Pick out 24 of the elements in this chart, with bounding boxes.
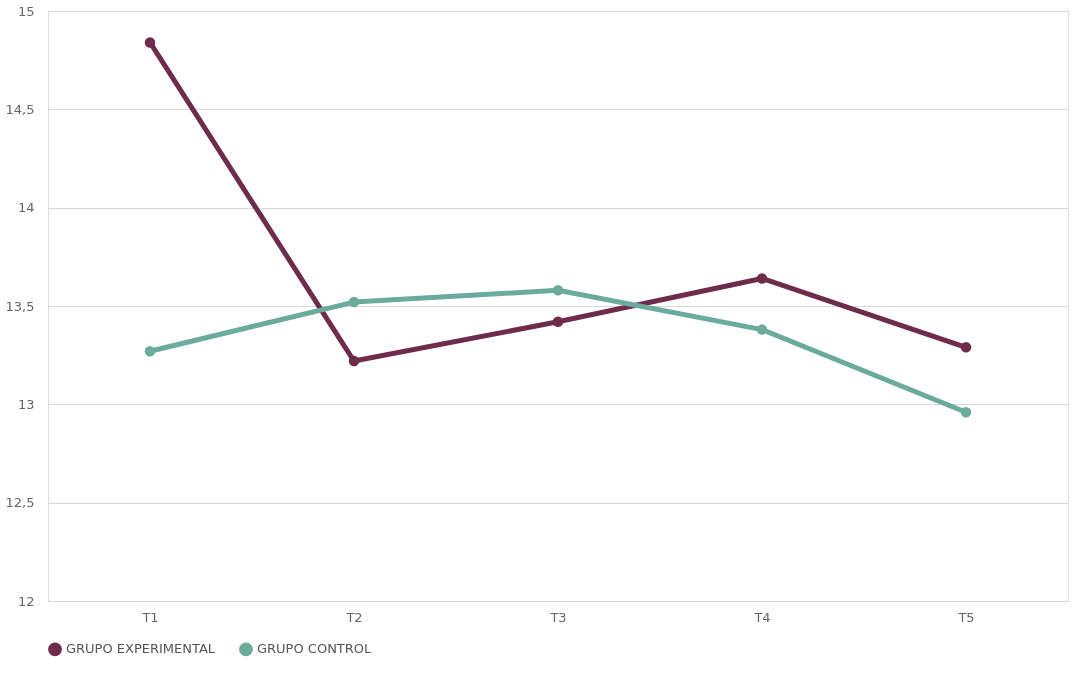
- x-tick-label: T1: [141, 609, 159, 625]
- x-tick-label: T5: [957, 609, 975, 625]
- point: [960, 342, 972, 353]
- point: [756, 324, 768, 335]
- y-tick-label: 12,5: [5, 495, 35, 511]
- x-tick-label: T3: [549, 609, 567, 625]
- legend-label: GRUPO CONTROL: [257, 641, 373, 657]
- point: [348, 355, 360, 367]
- y-tick-label: 14,5: [5, 101, 35, 117]
- point: [756, 273, 768, 284]
- point: [144, 37, 156, 48]
- y-tick-label: 15: [17, 3, 35, 19]
- y-tick-label: 13,5: [5, 298, 35, 314]
- point: [960, 406, 972, 418]
- y-tick-label: 13: [17, 396, 35, 412]
- y-tick-label: 14: [17, 200, 35, 216]
- x-tick-label: T4: [753, 609, 771, 625]
- point: [348, 296, 360, 308]
- legend-label: GRUPO EXPERIMENTAL: [66, 641, 216, 657]
- point: [552, 285, 564, 296]
- y-tick-label: 12: [17, 593, 35, 609]
- x-tick-label: T2: [345, 609, 363, 625]
- point: [144, 346, 156, 357]
- point: [552, 316, 564, 327]
